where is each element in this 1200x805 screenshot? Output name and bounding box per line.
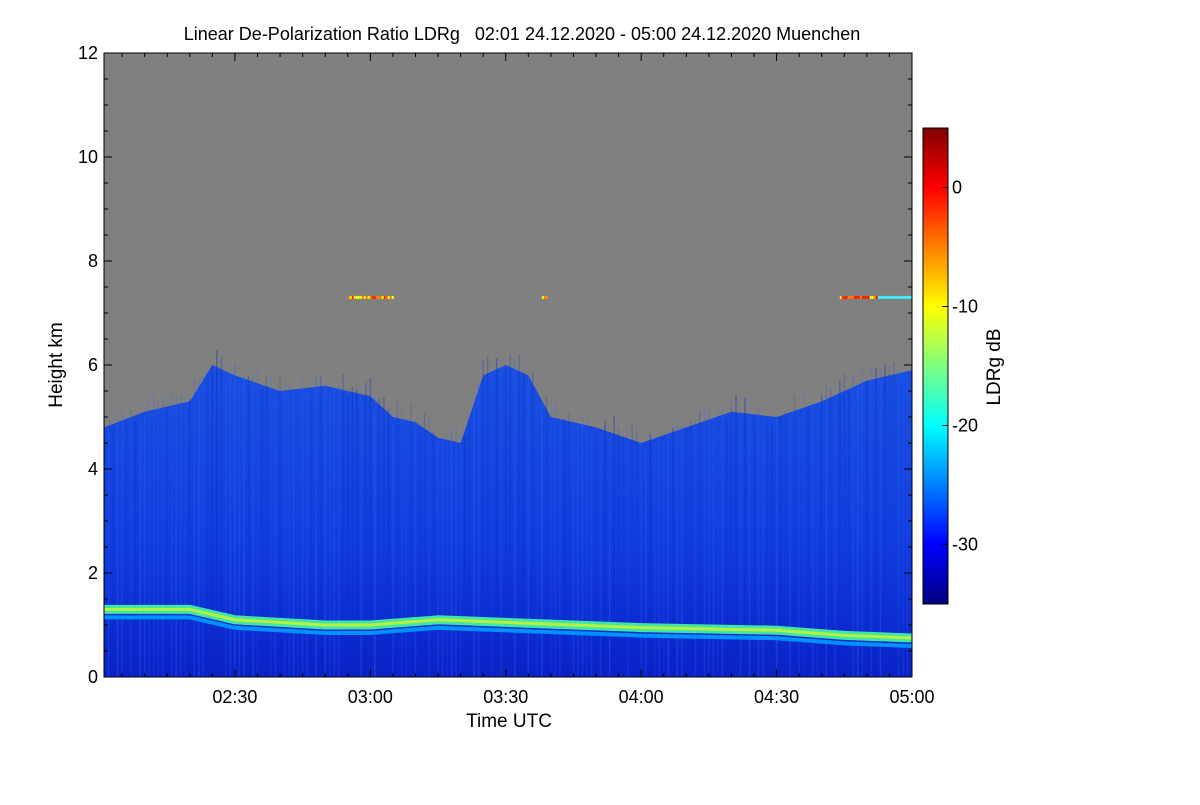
cirrus-pixel bbox=[873, 295, 876, 299]
cirrus-pixel bbox=[351, 295, 354, 299]
cirrus-pixel bbox=[367, 295, 370, 299]
cirrus-pixel bbox=[373, 295, 376, 299]
cirrus-pixel bbox=[895, 295, 898, 299]
cirrus-pixel bbox=[369, 295, 372, 299]
plot-area bbox=[104, 53, 912, 677]
cirrus-pixel bbox=[855, 295, 858, 299]
cirrus-pixel bbox=[349, 295, 352, 299]
cirrus-pixel bbox=[883, 295, 886, 299]
cirrus-pixel bbox=[901, 295, 904, 299]
cirrus-pixel bbox=[355, 295, 358, 299]
cirrus-pixel bbox=[375, 295, 378, 299]
cirrus-pixel bbox=[377, 295, 380, 299]
cirrus-pixel bbox=[867, 295, 870, 299]
y-tick-label: 4 bbox=[88, 459, 98, 479]
cirrus-pixel bbox=[347, 295, 350, 299]
colorbar-tick-label: -30 bbox=[952, 535, 978, 555]
cirrus-pixel bbox=[863, 295, 866, 299]
cirrus-pixel bbox=[839, 295, 842, 299]
cirrus-pixel bbox=[843, 295, 846, 299]
cirrus-pixel bbox=[841, 295, 844, 299]
cirrus-pixel bbox=[909, 295, 912, 299]
cirrus-pixel bbox=[891, 295, 894, 299]
colorbar: 0 -10 -20 -30 LDRg dB bbox=[922, 127, 1005, 605]
cirrus-pixel bbox=[543, 295, 546, 299]
y-axis: 0 2 4 6 8 10 12 bbox=[78, 43, 912, 687]
cirrus-pixel bbox=[899, 295, 902, 299]
cirrus-pixel bbox=[359, 295, 362, 299]
cirrus-pixel bbox=[903, 295, 906, 299]
cirrus-pixel bbox=[907, 295, 910, 299]
cirrus-pixel bbox=[849, 295, 852, 299]
cirrus-pixel bbox=[851, 295, 854, 299]
cirrus-pixel bbox=[859, 295, 862, 299]
colorbar-scale bbox=[922, 127, 949, 605]
cirrus-pixel bbox=[387, 295, 390, 299]
cirrus-pixel bbox=[869, 295, 872, 299]
x-tick-label: 04:30 bbox=[754, 687, 799, 707]
colorbar-tick-label: 0 bbox=[952, 178, 962, 198]
cirrus-pixel bbox=[545, 295, 548, 299]
cirrus-pixel bbox=[379, 295, 382, 299]
cirrus-pixel bbox=[865, 295, 868, 299]
cirrus-pixel bbox=[905, 295, 908, 299]
cirrus-pixel bbox=[383, 295, 386, 299]
cirrus-pixel bbox=[381, 295, 384, 299]
cirrus-pixel bbox=[889, 295, 892, 299]
cirrus-pixel bbox=[357, 295, 360, 299]
cirrus-pixel bbox=[871, 295, 874, 299]
cirrus-pixel bbox=[385, 295, 388, 299]
x-tick-label: 02:30 bbox=[212, 687, 257, 707]
cirrus-pixel bbox=[875, 295, 878, 299]
x-tick-label: 03:30 bbox=[483, 687, 528, 707]
cirrus-pixel bbox=[365, 295, 368, 299]
y-tick-label: 8 bbox=[88, 251, 98, 271]
cirrus-pixel bbox=[389, 295, 392, 299]
signal-region bbox=[104, 365, 912, 677]
cirrus-pixel bbox=[893, 295, 896, 299]
colorbar-tick-label: -10 bbox=[952, 297, 978, 317]
y-tick-label: 6 bbox=[88, 355, 98, 375]
cirrus-pixel bbox=[361, 295, 364, 299]
cirrus-pixel bbox=[881, 295, 884, 299]
y-axis-label: Height km bbox=[46, 322, 67, 408]
x-tick-label: 03:00 bbox=[348, 687, 393, 707]
y-tick-label: 10 bbox=[78, 147, 98, 167]
x-tick-label: 04:00 bbox=[619, 687, 664, 707]
cirrus-pixel bbox=[887, 295, 890, 299]
boundary-layer-edge bbox=[104, 615, 912, 648]
cirrus-pixel bbox=[845, 295, 848, 299]
x-axis: 02:30 03:00 03:30 04:00 04:30 05:00 bbox=[121, 53, 935, 707]
x-tick-label: 05:00 bbox=[889, 687, 934, 707]
boundary-layer-core bbox=[104, 607, 912, 640]
cirrus-pixel bbox=[879, 295, 882, 299]
y-tick-label: 2 bbox=[88, 563, 98, 583]
cirrus-pixel bbox=[877, 295, 880, 299]
y-tick-label: 0 bbox=[88, 667, 98, 687]
cirrus-pixel bbox=[847, 295, 850, 299]
cirrus-layer bbox=[347, 295, 912, 299]
cirrus-pixel bbox=[363, 295, 366, 299]
colorbar-axis: 0 -10 -20 -30 bbox=[942, 178, 978, 555]
cirrus-pixel bbox=[853, 295, 856, 299]
y-tick-label: 12 bbox=[78, 43, 98, 63]
x-axis-label: Time UTC bbox=[466, 711, 552, 732]
chart-title: Linear De-Polarization Ratio LDRg 02:01 … bbox=[184, 24, 860, 44]
cirrus-pixel bbox=[857, 295, 860, 299]
cirrus-pixel bbox=[391, 295, 394, 299]
cirrus-pixel bbox=[371, 295, 374, 299]
cirrus-pixel bbox=[353, 295, 356, 299]
colorbar-tick-label: -20 bbox=[952, 416, 978, 436]
cirrus-pixel bbox=[885, 295, 888, 299]
colorbar-label: LDRg dB bbox=[984, 328, 1005, 405]
cirrus-pixel bbox=[861, 295, 864, 299]
cirrus-pixel bbox=[897, 295, 900, 299]
cirrus-pixel bbox=[541, 295, 544, 299]
